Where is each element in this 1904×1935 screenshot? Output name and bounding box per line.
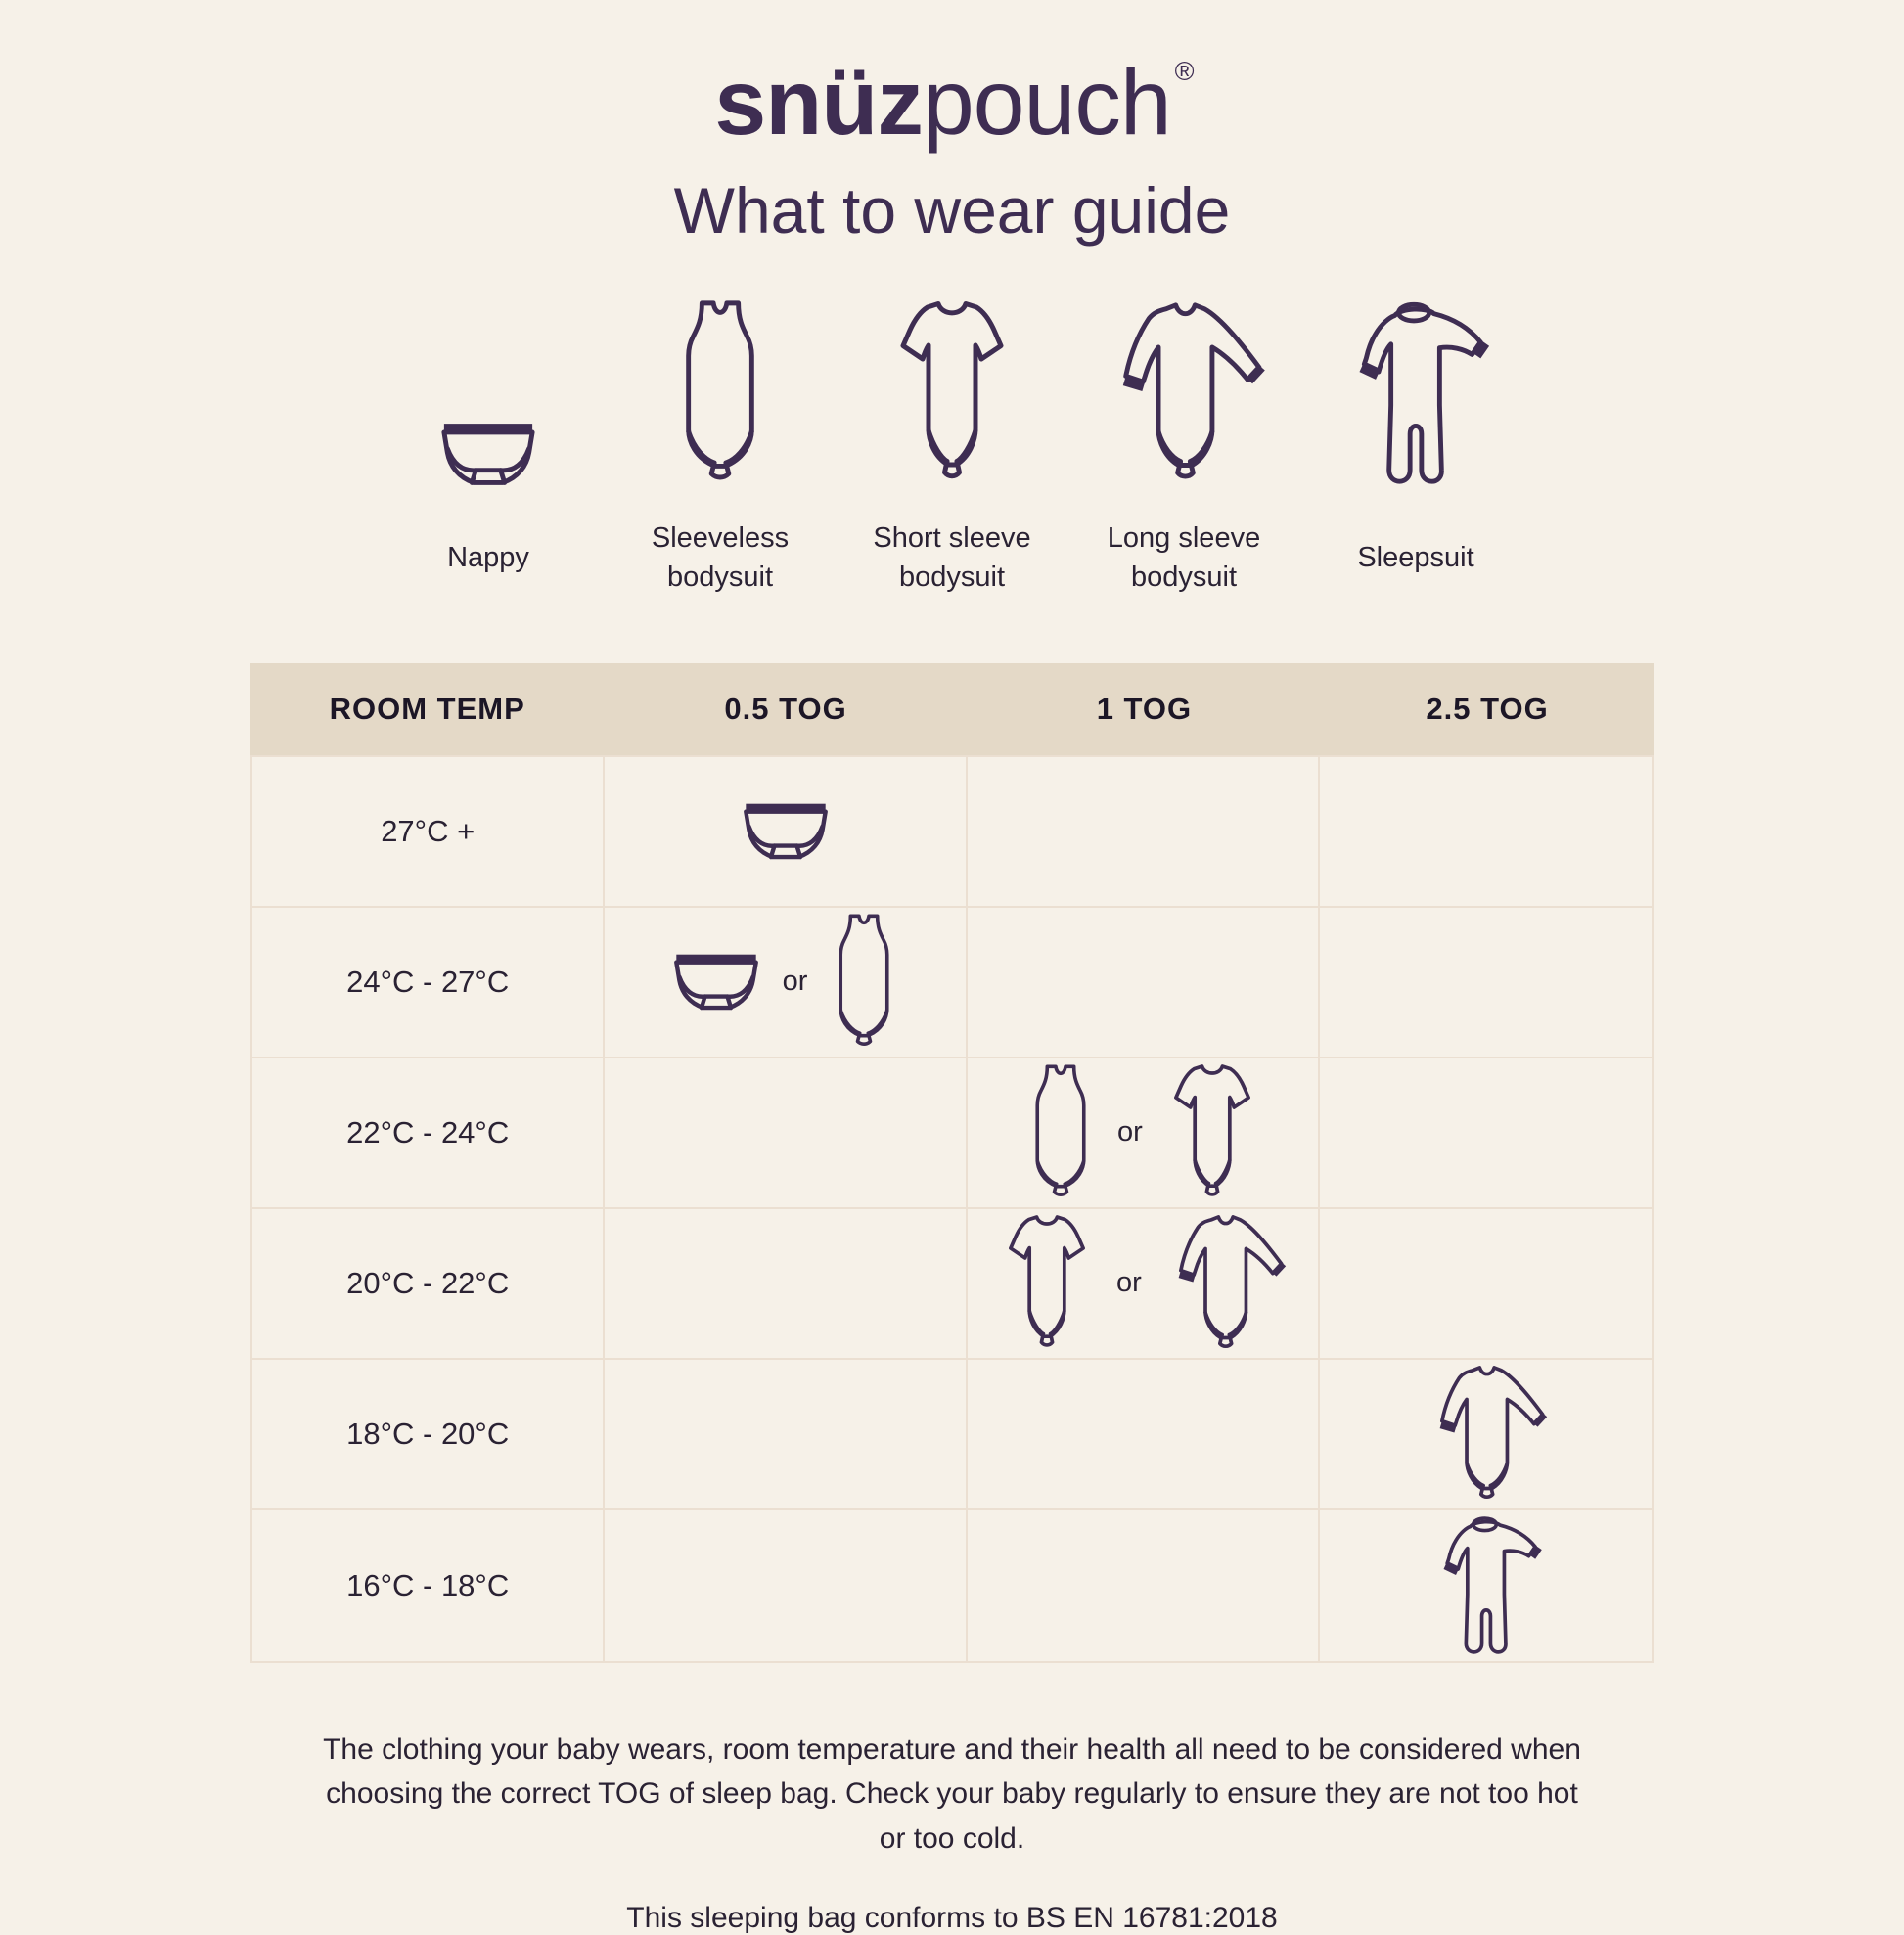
col-header-1-tog: 1 TOG — [1096, 691, 1193, 726]
legend-label: Short sleeve bodysuit — [873, 521, 1031, 593]
legend-label: Sleepsuit — [1357, 541, 1474, 573]
room-temp-label: 22°C - 24°C — [252, 1058, 606, 1207]
sleeveless-bodysuit-icon — [672, 297, 768, 489]
guide-footer: The clothing your baby wears, room tempe… — [0, 1728, 1904, 1935]
legend-item-nappy: Nappy — [399, 295, 577, 601]
or-label: or — [1116, 1267, 1142, 1299]
room-temp-label: 27°C + — [252, 756, 606, 906]
short-sleeve-bodysuit-icon — [999, 1212, 1095, 1355]
col-header-room-temp: ROOM TEMP — [329, 691, 525, 726]
room-temp-label: 20°C - 22°C — [252, 1208, 606, 1358]
guide-header: snüzpouch ® What to wear guide — [0, 57, 1904, 247]
tog-cell-1 — [968, 756, 1321, 906]
long-sleeve-bodysuit-icon — [1425, 1362, 1548, 1507]
nappy-icon — [671, 951, 761, 1013]
sleeveless-bodysuit-icon — [1025, 1062, 1096, 1203]
tog-cell-2-5 — [1320, 757, 1652, 906]
table-row-16-18c: 16°C - 18°C — [252, 1509, 1652, 1661]
col-header-0-5-tog: 0.5 TOG — [724, 691, 847, 726]
legend-icon-box — [672, 295, 768, 489]
brand-logo: snüzpouch ® — [0, 57, 1904, 150]
sleepsuit-icon — [1339, 298, 1492, 489]
tog-cell-1 — [968, 1509, 1321, 1661]
or-label: or — [782, 966, 808, 998]
legend-item-sleeveless-bodysuit: Sleeveless bodysuit — [631, 295, 809, 601]
legend-item-long-sleeve-bodysuit: Long sleeve bodysuit — [1095, 295, 1273, 601]
tog-cell-2-5 — [1320, 1209, 1652, 1358]
legend-label: Long sleeve bodysuit — [1107, 521, 1261, 593]
table-row-22-24c: 22°C - 24°C or — [252, 1058, 1652, 1209]
table-row-27c-plus: 27°C + — [252, 756, 1652, 908]
short-sleeve-bodysuit-icon — [887, 297, 1017, 489]
tog-cell-0-5 — [605, 1359, 968, 1508]
legend-icon-box — [1103, 295, 1266, 489]
col-header-2-5-tog: 2.5 TOG — [1426, 691, 1549, 726]
nappy-icon — [741, 800, 831, 863]
tog-cell-1 — [968, 907, 1321, 1057]
short-sleeve-bodysuit-icon — [1164, 1061, 1260, 1204]
conformity-note: This sleeping bag conforms to BS EN 1678… — [626, 1902, 1278, 1935]
tog-cell-1 — [968, 1359, 1321, 1508]
tog-cell-2-5 — [1320, 1360, 1652, 1508]
registered-trademark-symbol: ® — [1174, 57, 1195, 86]
legend-label: Sleeveless bodysuit — [651, 521, 790, 593]
tog-cell-2-5 — [1320, 908, 1652, 1057]
tog-cell-0-5 — [605, 1058, 968, 1207]
tog-cell-0-5 — [605, 1208, 968, 1358]
brand-logo-bold: snüz — [714, 51, 923, 155]
legend-item-sleepsuit: Sleepsuit — [1327, 295, 1505, 601]
tog-cell-0-5 — [605, 1509, 968, 1661]
long-sleeve-bodysuit-icon — [1103, 297, 1266, 489]
room-temp-label: 18°C - 20°C — [252, 1359, 606, 1508]
legend-icon-box — [438, 295, 538, 489]
tog-table: ROOM TEMP 0.5 TOG 1 TOG 2.5 TOG 27°C + 2… — [250, 662, 1654, 1663]
table-row-20-22c: 20°C - 22°C or — [252, 1208, 1652, 1360]
or-label: or — [1117, 1116, 1143, 1148]
legend-icon-box — [887, 295, 1017, 489]
room-temp-label: 24°C - 27°C — [252, 907, 606, 1057]
clothing-legend: Nappy Sleeveless bodysuit Short sleeve b… — [0, 295, 1904, 601]
sleepsuit-icon — [1428, 1513, 1544, 1658]
tog-cell-1: or — [968, 1058, 1321, 1207]
page-title: What to wear guide — [673, 174, 1231, 247]
legend-item-short-sleeve-bodysuit: Short sleeve bodysuit — [863, 295, 1041, 601]
table-header-row: ROOM TEMP 0.5 TOG 1 TOG 2.5 TOG — [250, 662, 1654, 755]
brand-logo-light: pouch — [922, 51, 1172, 155]
long-sleeve-bodysuit-icon — [1163, 1211, 1287, 1356]
tog-cell-2-5 — [1320, 1510, 1652, 1661]
table-row-18-20c: 18°C - 20°C — [252, 1359, 1652, 1510]
tog-cell-1: or — [968, 1208, 1321, 1358]
nappy-icon — [438, 420, 538, 489]
tog-cell-0-5: or — [605, 907, 968, 1057]
table-row-24-27c: 24°C - 27°C or — [252, 907, 1652, 1058]
footer-note: The clothing your baby wears, room tempe… — [323, 1732, 1581, 1855]
tog-cell-0-5 — [605, 756, 968, 906]
sleeveless-bodysuit-icon — [829, 912, 899, 1053]
legend-icon-box — [1339, 295, 1492, 489]
legend-label: Nappy — [447, 541, 529, 573]
room-temp-label: 16°C - 18°C — [252, 1509, 606, 1661]
table-body: 27°C + 24°C - 27°C or 22°C - 24°C or 20°… — [250, 754, 1654, 1663]
tog-cell-2-5 — [1320, 1058, 1652, 1207]
